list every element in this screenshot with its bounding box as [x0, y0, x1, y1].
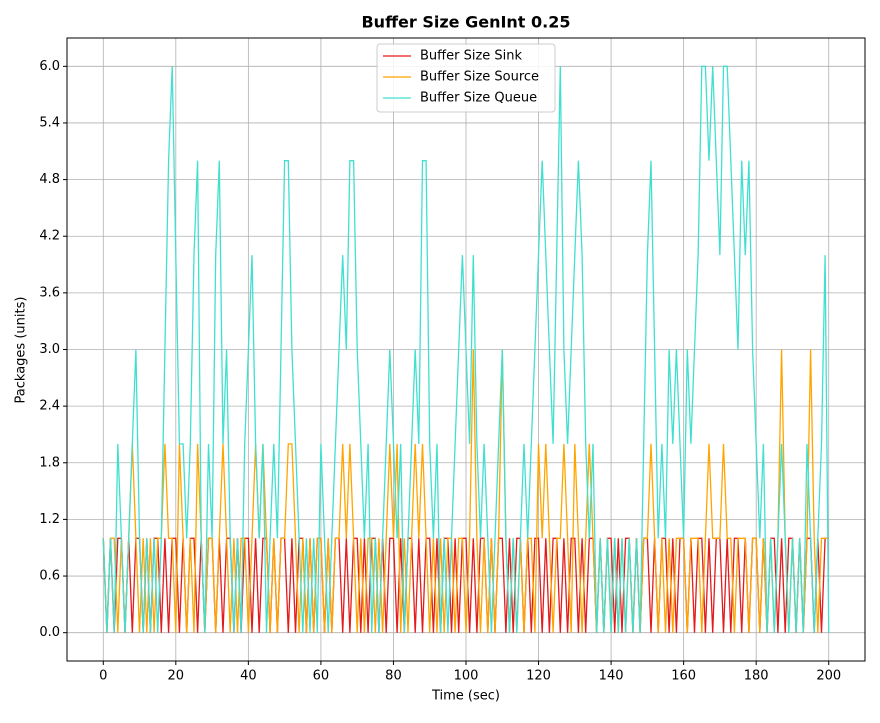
y-tick-label: 6.0 [39, 59, 60, 74]
x-tick-label: 180 [744, 669, 769, 684]
y-tick-label: 4.8 [39, 172, 60, 187]
series-line [102, 65, 830, 633]
y-tick-label: 2.4 [39, 399, 60, 414]
y-axis-label: Packages (units) [14, 297, 29, 404]
legend-box [376, 43, 556, 113]
legend-label: Buffer Size Queue [420, 91, 537, 106]
series-line [102, 349, 829, 633]
x-tick-label: 20 [168, 669, 185, 684]
y-tick-label: 1.8 [39, 455, 60, 470]
y-tick-label: 4.2 [39, 229, 60, 244]
x-tick-label: 120 [526, 669, 551, 684]
series-line [102, 537, 829, 633]
legend-label: Buffer Size Source [420, 70, 539, 85]
x-axis-label: Time (sec) [431, 689, 500, 704]
legend-label: Buffer Size Sink [420, 49, 523, 64]
x-tick-label: 100 [454, 669, 479, 684]
x-tick-label: 0 [99, 669, 107, 684]
x-tick-label: 140 [599, 669, 624, 684]
y-tick-label: 5.4 [39, 115, 60, 130]
x-tick-label: 60 [313, 669, 330, 684]
x-tick-label: 80 [385, 669, 402, 684]
x-tick-label: 40 [240, 669, 257, 684]
y-tick-label: 3.0 [39, 342, 60, 357]
y-tick-label: 1.2 [39, 512, 60, 527]
x-tick-label: 200 [816, 669, 841, 684]
y-tick-label: 3.6 [39, 285, 60, 300]
plot-frame [66, 37, 866, 662]
x-tick-label: 160 [671, 669, 696, 684]
y-tick-label: 0.6 [39, 569, 60, 584]
y-tick-label: 0.0 [39, 625, 60, 640]
chart-title: Buffer Size GenInt 0.25 [361, 13, 570, 32]
